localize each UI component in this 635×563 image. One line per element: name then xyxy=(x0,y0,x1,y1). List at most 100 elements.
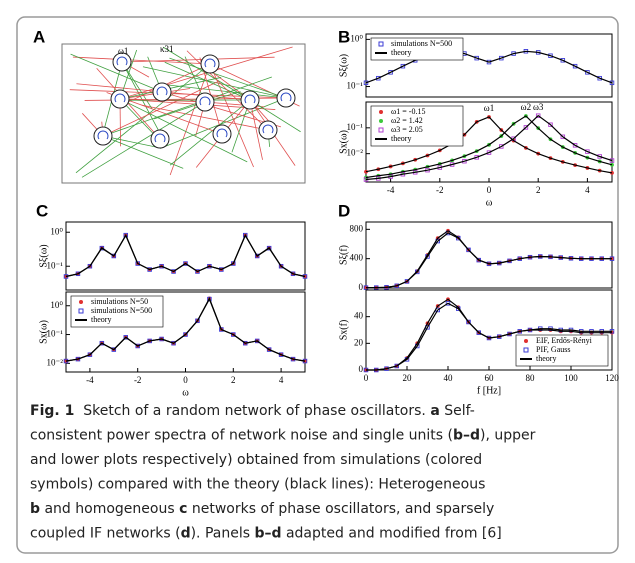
data-marker xyxy=(363,80,369,86)
network-edge xyxy=(162,84,287,99)
node-phase-arrow xyxy=(116,56,128,66)
network-edge xyxy=(161,91,282,128)
node-phase-arrow xyxy=(97,130,109,140)
theory-line xyxy=(366,232,612,289)
network-node xyxy=(110,89,130,109)
theory-line xyxy=(365,115,613,179)
network-node xyxy=(240,90,260,110)
panel-label: C xyxy=(36,201,48,220)
data-marker xyxy=(99,340,105,346)
peak-annotation: ω2 xyxy=(521,102,531,112)
data-marker xyxy=(585,70,590,75)
y-tick-label: 0 xyxy=(359,282,364,292)
legend-swatch xyxy=(523,347,529,353)
data-marker xyxy=(266,245,272,251)
legend-label: theory xyxy=(536,354,556,363)
data-marker xyxy=(111,347,117,352)
peak-annotation: ω3 xyxy=(533,102,544,112)
node-phase-arrow xyxy=(154,133,166,143)
theory-line xyxy=(365,116,613,174)
data-marker xyxy=(456,235,461,241)
data-marker xyxy=(585,149,590,154)
data-marker xyxy=(123,232,128,238)
data-marker xyxy=(548,122,553,127)
x-axis-label: ω xyxy=(182,387,189,398)
caption-text: coupled IF networks ( xyxy=(30,526,181,542)
peak-annotation: ω1 xyxy=(484,103,494,113)
node-label: ω1 xyxy=(118,46,128,56)
y-tick-label: 20 xyxy=(354,337,364,347)
data-marker xyxy=(87,263,93,269)
caption-text: adapted and modified from [6] xyxy=(282,526,502,542)
data-marker xyxy=(364,169,368,174)
network-edge xyxy=(70,53,163,93)
network-edge xyxy=(209,63,254,168)
panel-label: D xyxy=(338,201,350,220)
x-tick-label: 40 xyxy=(444,373,454,383)
y-tick-label: 10⁰ xyxy=(50,226,63,236)
legend-box xyxy=(370,37,464,61)
plot-frame xyxy=(65,221,306,291)
network-node xyxy=(195,92,215,112)
data-marker xyxy=(609,80,615,86)
legend-label: EIF, Erdős-Rényi xyxy=(536,336,593,345)
legend-label: simulations N=500 xyxy=(91,306,152,315)
plot-frame xyxy=(65,291,306,373)
x-tick-label: 80 xyxy=(526,373,536,383)
network-edge xyxy=(81,101,206,178)
data-marker xyxy=(572,63,578,69)
caption-text: ), upper xyxy=(480,428,536,444)
caption-line: consistent power spectra of network nois… xyxy=(30,428,536,444)
x-axis-label: f [Hz] xyxy=(477,385,501,396)
y-tick-label: 10⁻¹ xyxy=(47,329,64,339)
caption-text: ). Panels xyxy=(191,526,255,542)
node-phase-arrow xyxy=(216,128,228,138)
network-edge xyxy=(121,56,275,63)
theory-line xyxy=(65,233,306,278)
node-phase-arrow xyxy=(114,93,126,103)
data-marker xyxy=(404,279,410,284)
data-marker xyxy=(466,319,471,325)
x-tick-label: 4 xyxy=(585,185,590,195)
network-edge xyxy=(169,57,287,99)
legend-label: simulations N=50 xyxy=(91,297,148,306)
y-tick-label: 400 xyxy=(350,253,364,263)
data-marker xyxy=(388,70,393,75)
y-tick-label: 40 xyxy=(354,311,364,321)
data-marker xyxy=(266,347,272,352)
data-marker xyxy=(523,125,529,130)
network-edge xyxy=(75,63,211,174)
data-marker xyxy=(610,162,614,167)
caption-text: Sketch of a random network of phase osci… xyxy=(74,403,430,419)
network-node xyxy=(150,129,170,149)
legend-swatch xyxy=(524,339,528,343)
data-marker xyxy=(560,58,566,63)
y-tick-label: 10⁻¹ xyxy=(47,260,64,270)
legend-box xyxy=(515,334,609,367)
data-marker xyxy=(231,261,236,266)
network-node xyxy=(258,120,278,140)
data-marker xyxy=(486,150,492,155)
y-axis-label: Sξ(f) xyxy=(338,245,349,265)
caption-text: b–d xyxy=(254,526,281,542)
network-edge xyxy=(72,56,211,65)
data-marker xyxy=(219,327,224,332)
y-tick-label: 800 xyxy=(350,223,364,233)
network-edge xyxy=(159,97,287,149)
node-phase-arrow xyxy=(156,86,168,96)
caption-line: Fig. 1 Sketch of a random network of pha… xyxy=(30,403,475,419)
x-tick-label: 2 xyxy=(536,185,541,195)
x-tick-label: 60 xyxy=(485,373,495,383)
x-tick-label: -2 xyxy=(134,375,142,385)
y-axis-label: Sξ(ω) xyxy=(338,54,349,77)
data-marker xyxy=(445,301,451,306)
coupling-label: κ31 xyxy=(160,44,174,54)
data-marker xyxy=(476,330,482,335)
legend-label: ω1 = -0.15 xyxy=(391,107,425,116)
caption-text: consistent power spectra of network nois… xyxy=(30,428,453,444)
network-edge xyxy=(249,99,263,160)
network-node xyxy=(212,124,232,144)
x-tick-label: 0 xyxy=(487,185,492,195)
y-tick-label: 10⁰ xyxy=(350,33,363,43)
